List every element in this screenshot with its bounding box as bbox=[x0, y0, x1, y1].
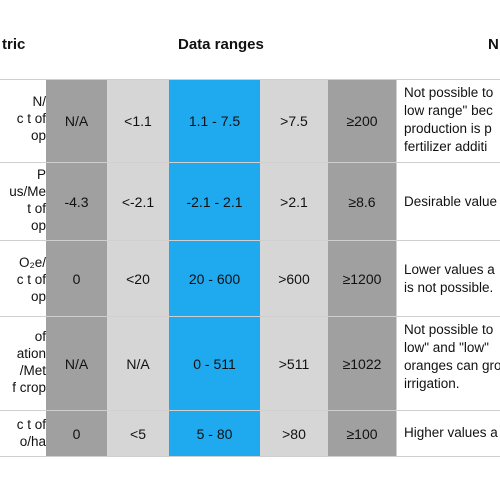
value-high: >80 bbox=[282, 425, 306, 442]
column-max-band bbox=[328, 79, 396, 457]
note-text: Not possible to low" and "low" oranges can… bbox=[404, 322, 500, 391]
metric-label: N/c t of op bbox=[16, 94, 46, 143]
value-desirable: 0 - 511 bbox=[193, 355, 236, 372]
value-max: ≥1022 bbox=[342, 355, 382, 372]
note-text: Lower values a is not possible. bbox=[404, 262, 495, 295]
note-text: Not possible to low range" bec production … bbox=[404, 85, 494, 154]
column-min-band bbox=[46, 79, 107, 457]
header-divider bbox=[0, 79, 500, 80]
row-divider bbox=[0, 162, 500, 163]
value-desirable: -2.1 - 2.1 bbox=[186, 193, 243, 210]
notes-header: N bbox=[488, 36, 499, 53]
metric-label: O₂e/c t of op bbox=[16, 255, 46, 304]
column-desirable-band bbox=[169, 79, 260, 457]
row-divider bbox=[0, 316, 500, 317]
value-min: N/A bbox=[64, 113, 89, 129]
value-desirable: 1.1 - 7.5 bbox=[188, 113, 241, 129]
notes-divider bbox=[396, 79, 397, 457]
value-high: >511 bbox=[278, 355, 310, 372]
column-low-band bbox=[107, 79, 169, 457]
value-min: N/A bbox=[64, 355, 89, 372]
value-max: ≥8.6 bbox=[348, 193, 376, 210]
value-low: <20 bbox=[126, 270, 150, 287]
table-bottom-border bbox=[0, 456, 500, 457]
value-low: N/A bbox=[126, 355, 150, 372]
value-min: 0 bbox=[72, 425, 81, 442]
metric-header: tric bbox=[2, 36, 26, 53]
note-text: Desirable value bbox=[404, 194, 498, 209]
row-divider bbox=[0, 240, 500, 241]
value-desirable: 20 - 600 bbox=[188, 270, 241, 287]
column-high-band bbox=[260, 79, 328, 457]
value-low: <1.1 bbox=[124, 113, 152, 129]
value-max: ≥1200 bbox=[342, 270, 382, 287]
value-desirable: 5 - 80 bbox=[196, 425, 233, 442]
metric-label: c t of o/ha bbox=[16, 417, 46, 449]
row-divider bbox=[0, 410, 500, 411]
value-high: >600 bbox=[278, 270, 310, 287]
value-max: ≥200 bbox=[346, 113, 378, 129]
value-max: ≥100 bbox=[346, 425, 378, 442]
value-low: <5 bbox=[130, 425, 146, 442]
metric-label: of ation/Met f crop bbox=[12, 329, 46, 395]
value-min: -4.3 bbox=[64, 193, 89, 210]
value-high: >2.1 bbox=[280, 193, 308, 210]
value-min: 0 bbox=[72, 270, 81, 287]
value-high: >7.5 bbox=[280, 113, 308, 129]
note-text: Higher values a bbox=[404, 425, 498, 440]
value-low: <-2.1 bbox=[121, 193, 155, 210]
data-ranges-header: Data ranges bbox=[178, 36, 264, 53]
